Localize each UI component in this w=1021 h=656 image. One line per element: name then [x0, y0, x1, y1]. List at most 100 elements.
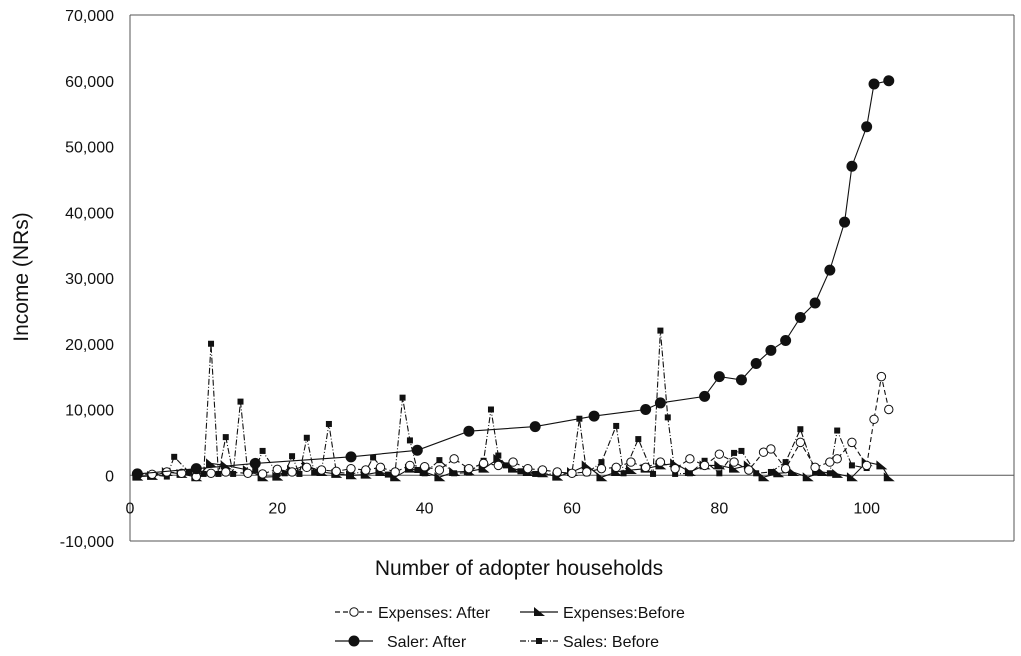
x-tick-label: 100 — [853, 500, 880, 517]
data-point — [656, 458, 664, 466]
data-point — [450, 455, 458, 463]
data-point — [260, 448, 266, 454]
legend-marker — [350, 608, 358, 616]
data-point — [671, 464, 679, 472]
data-point — [848, 438, 856, 446]
data-point — [435, 466, 443, 474]
data-point — [171, 454, 177, 460]
data-point — [869, 79, 880, 90]
series-line — [137, 81, 888, 474]
data-point — [753, 470, 759, 476]
y-tick-label: 70,000 — [65, 8, 114, 25]
data-point — [640, 404, 651, 415]
data-point — [230, 471, 236, 477]
data-point — [258, 470, 266, 478]
data-point — [317, 466, 325, 474]
data-point — [553, 468, 561, 476]
data-point — [714, 371, 725, 382]
data-point — [736, 374, 747, 385]
data-point — [296, 471, 302, 477]
legend-marker — [349, 636, 360, 647]
data-point — [326, 421, 332, 427]
legend-label: Expenses: After — [378, 605, 491, 622]
data-point — [596, 472, 607, 481]
data-point — [768, 469, 774, 475]
data-point — [532, 471, 538, 477]
y-tick-label: 30,000 — [65, 271, 114, 288]
data-point — [738, 448, 744, 454]
data-point — [407, 437, 413, 443]
data-point — [612, 463, 620, 471]
data-point — [311, 470, 317, 476]
legend-label: Saler: After — [387, 634, 467, 651]
y-axis-title: Income (NRs) — [10, 212, 33, 342]
data-point — [303, 463, 311, 471]
legend-item: Expenses:Before — [520, 605, 685, 622]
y-tick-label: 40,000 — [65, 205, 114, 222]
data-point — [288, 468, 296, 476]
legend-item: Expenses: After — [335, 605, 491, 622]
data-point — [846, 161, 857, 172]
data-point — [700, 461, 708, 469]
series-saler-after — [132, 75, 894, 479]
data-point — [715, 450, 723, 458]
data-point — [847, 472, 858, 481]
data-point — [767, 445, 775, 453]
legend-marker — [536, 638, 542, 644]
data-point — [376, 463, 384, 471]
data-point — [346, 451, 357, 462]
data-point — [862, 461, 870, 469]
data-point — [834, 428, 840, 434]
data-point — [289, 453, 295, 459]
data-point — [530, 421, 541, 432]
data-point — [876, 460, 887, 469]
y-tick-label: -10,000 — [60, 534, 114, 551]
data-point — [781, 464, 789, 472]
data-point — [810, 297, 821, 308]
data-point — [414, 467, 420, 473]
data-point — [273, 465, 281, 473]
data-point — [524, 464, 532, 472]
data-point — [751, 358, 762, 369]
data-point — [385, 472, 391, 478]
data-point — [412, 445, 423, 456]
data-point — [215, 471, 221, 477]
data-point — [509, 458, 517, 466]
legend-item: Saler: After — [335, 634, 467, 651]
x-axis-title: Number of adopter households — [375, 557, 663, 580]
data-point — [191, 463, 202, 474]
data-point — [488, 407, 494, 413]
data-point — [347, 464, 355, 472]
data-point — [222, 468, 230, 476]
y-tick-label: 60,000 — [65, 74, 114, 91]
data-point — [657, 328, 663, 334]
data-point — [370, 454, 376, 460]
data-point — [479, 459, 487, 467]
series-sales-before — [134, 328, 869, 480]
data-point — [797, 426, 803, 432]
legend-item: Sales: Before — [520, 634, 659, 651]
data-point — [583, 468, 591, 476]
data-point — [686, 455, 694, 463]
legend-label: Sales: Before — [563, 634, 659, 651]
data-point — [494, 461, 502, 469]
data-point — [884, 472, 895, 481]
y-tick-label: 0 — [105, 468, 114, 485]
data-point — [495, 453, 501, 459]
x-tick-label: 40 — [416, 500, 434, 517]
y-tick-label: 10,000 — [65, 403, 114, 420]
data-point — [201, 471, 207, 477]
y-tick-label: 50,000 — [65, 140, 114, 157]
data-point — [877, 372, 885, 380]
data-point — [436, 457, 442, 463]
data-point — [641, 463, 649, 471]
data-point — [621, 470, 627, 476]
data-point — [832, 469, 843, 478]
data-point — [420, 463, 428, 471]
x-tick-label: 80 — [710, 500, 728, 517]
data-point — [451, 470, 457, 476]
data-point — [765, 345, 776, 356]
data-point — [861, 121, 872, 132]
data-point — [244, 469, 252, 477]
data-point — [824, 265, 835, 276]
